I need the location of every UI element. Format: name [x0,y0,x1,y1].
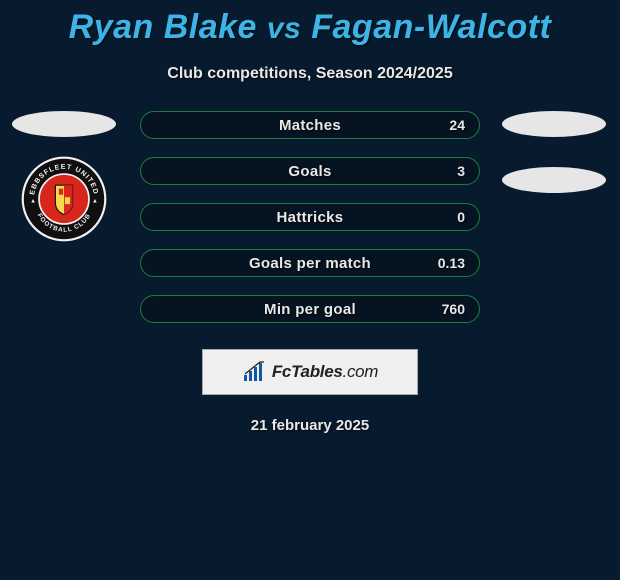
chart-bars-icon [242,361,268,383]
stat-row-goals-per-match: Goals per match 0.13 [140,249,480,277]
stat-value: 3 [457,163,465,179]
stats-table: Matches 24 Goals 3 Hattricks 0 Goals per… [140,111,480,323]
brand-tld: .com [343,362,379,381]
main-layout: EBBSFLEET UNITED FOOTBALL CLUB Matches 2… [0,111,620,323]
stat-label: Goals per match [249,255,371,272]
brand-name-text: FcTables [272,362,343,381]
stat-row-goals: Goals 3 [140,157,480,185]
stat-row-matches: Matches 24 [140,111,480,139]
competition-subtitle: Club competitions, Season 2024/2025 [0,65,620,83]
stat-value: 0 [457,209,465,225]
player1-photo-placeholder [12,111,116,137]
stat-label: Min per goal [264,301,356,318]
stat-value: 0.13 [438,255,465,271]
stat-value: 24 [449,117,465,133]
stat-row-hattricks: Hattricks 0 [140,203,480,231]
footer-date: 21 february 2025 [0,417,620,434]
player2-club-placeholder [502,167,606,193]
comparison-title: Ryan Blake vs Fagan-Walcott [0,0,620,47]
stat-label: Matches [279,117,341,134]
player1-club-badge: EBBSFLEET UNITED FOOTBALL CLUB [15,157,113,241]
stat-label: Hattricks [277,209,344,226]
player2-photo-placeholder [502,111,606,137]
player2-name: Fagan-Walcott [311,8,551,46]
right-column [498,111,610,193]
stat-value: 760 [442,301,465,317]
stat-row-min-per-goal: Min per goal 760 [140,295,480,323]
player1-name: Ryan Blake [69,8,257,46]
ebbsfleet-badge-icon: EBBSFLEET UNITED FOOTBALL CLUB [21,156,107,242]
brand-attribution: FcTables.com [202,349,418,395]
brand-name: FcTables.com [272,362,378,382]
left-column: EBBSFLEET UNITED FOOTBALL CLUB [8,111,120,241]
stat-label: Goals [288,163,331,180]
vs-label: vs [267,12,301,45]
